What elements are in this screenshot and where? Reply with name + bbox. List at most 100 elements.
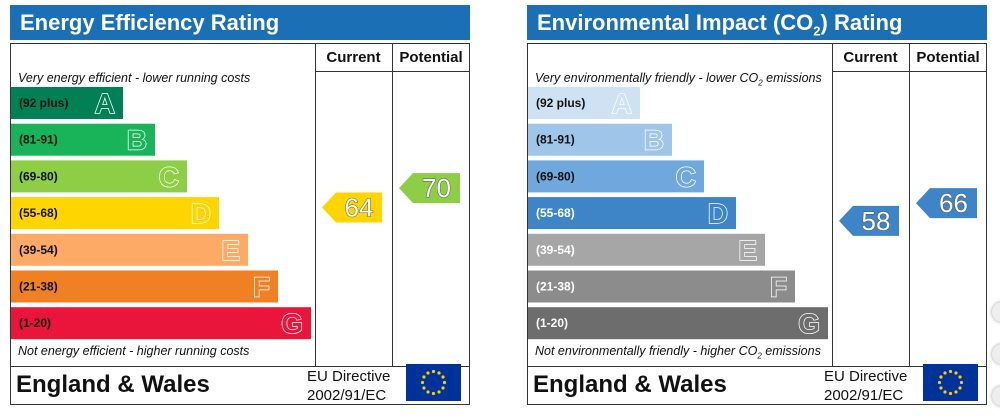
eu-flag-icon	[923, 364, 978, 401]
eu-flag-icon	[406, 364, 461, 401]
flag-star	[937, 380, 942, 385]
divider	[315, 43, 316, 366]
band-letter-label: E	[221, 235, 240, 266]
band-bar-a	[11, 87, 123, 119]
divider	[315, 71, 470, 72]
bottom-note: Not energy efficient - higher running co…	[18, 344, 250, 358]
band-bar-e	[11, 233, 248, 266]
energy-efficiency-panel: Energy Efficiency Rating Current Potenti…	[10, 5, 470, 410]
top-note: Very energy efficient - lower running co…	[18, 71, 251, 85]
footer-directive: EU Directive 2002/91/EC	[824, 367, 907, 405]
band-range-label: (69-80)	[19, 169, 58, 183]
current-column-header: Current	[843, 49, 898, 66]
divider	[909, 43, 910, 366]
band-letter-label: D	[191, 198, 211, 229]
flag-star	[948, 369, 953, 374]
flag-star	[939, 375, 943, 379]
band-letter-label: G	[798, 308, 820, 339]
divider	[10, 366, 470, 367]
band-bar-c	[11, 160, 187, 193]
band-letter-label: C	[159, 161, 179, 192]
flag-star	[422, 375, 426, 379]
band-range-label: (21-38)	[536, 280, 575, 294]
band-letter-label: F	[770, 272, 787, 303]
band-range-label: (81-91)	[19, 133, 58, 147]
band-range-label: (81-91)	[536, 133, 575, 147]
flag-star	[431, 391, 436, 396]
flag-star	[437, 371, 441, 375]
divider	[832, 71, 987, 72]
flag-star	[948, 391, 953, 396]
flag-star	[441, 375, 445, 379]
band-range-label: (55-68)	[536, 206, 575, 220]
band-letter-label: F	[253, 272, 270, 303]
flag-star	[437, 390, 441, 394]
current-rating-value: 64	[345, 193, 374, 223]
band-range-label: (21-38)	[19, 280, 58, 294]
band-bar-d	[528, 197, 736, 230]
flag-star	[426, 371, 430, 375]
flag-star	[426, 390, 430, 394]
band-range-label: (1-20)	[536, 316, 568, 330]
band-bar-b	[528, 123, 672, 156]
band-range-label: (55-68)	[19, 206, 58, 220]
band-bar-g	[528, 307, 828, 340]
potential-rating-arrow	[916, 188, 977, 219]
flag-star	[420, 380, 425, 385]
flag-star	[959, 380, 964, 385]
band-bar-b	[11, 123, 155, 156]
band-bar-f	[11, 270, 278, 303]
band-bar-c	[528, 160, 704, 193]
footer-directive: EU Directive 2002/91/EC	[307, 367, 390, 405]
scroll-arrow-icon[interactable]	[992, 344, 1000, 364]
flag-star	[943, 390, 947, 394]
band-bar-a	[528, 87, 640, 119]
chart-title: Energy Efficiency Rating	[10, 5, 470, 40]
flag-star	[431, 369, 436, 374]
environmental-impact-panel: Environmental Impact (CO2) Rating Curren…	[527, 5, 987, 410]
band-letter-label: D	[708, 198, 728, 229]
band-range-label: (92 plus)	[19, 96, 68, 110]
band-letter-label: B	[127, 125, 147, 156]
rating-bars: (92 plus) A (81-91) B (69-80) C (55-68) D (39-54…	[528, 87, 977, 340]
current-rating-value: 58	[862, 206, 891, 236]
flag-star	[958, 386, 962, 390]
band-letter-label: A	[95, 88, 115, 119]
band-letter-label: C	[676, 161, 696, 192]
current-column-header: Current	[326, 49, 381, 66]
divider	[527, 366, 987, 367]
scroll-arrow-icon[interactable]	[992, 302, 1000, 322]
band-letter-label: B	[644, 125, 664, 156]
chart-frame	[10, 43, 470, 405]
scroll-arrow-icon[interactable]	[992, 386, 1000, 406]
band-letter-label: E	[738, 235, 757, 266]
chart-frame	[527, 43, 987, 405]
band-range-label: (39-54)	[19, 243, 58, 257]
band-letter-label: G	[281, 308, 303, 339]
band-range-label: (69-80)	[536, 169, 575, 183]
chart-title: Environmental Impact (CO2) Rating	[527, 5, 987, 40]
bottom-note: Not environmentally friendly - higher CO…	[535, 344, 821, 361]
potential-rating-arrow	[399, 173, 460, 204]
divider	[832, 43, 833, 366]
directive-line: 2002/91/EC	[307, 387, 387, 404]
band-letter-label: A	[612, 88, 632, 119]
band-bar-d	[11, 197, 219, 230]
divider	[392, 43, 393, 366]
flag-star	[958, 375, 962, 379]
flag-star	[939, 386, 943, 390]
footer-region: England & Wales	[533, 371, 727, 398]
flag-star	[954, 390, 958, 394]
current-rating-arrow	[839, 205, 899, 236]
potential-column-header: Potential	[399, 49, 463, 66]
current-rating-arrow	[322, 192, 382, 223]
flag-star	[441, 386, 445, 390]
directive-line: EU Directive	[307, 368, 391, 385]
band-bar-g	[11, 307, 311, 340]
band-range-label: (1-20)	[19, 316, 51, 330]
flag-star	[943, 371, 947, 375]
potential-column-header: Potential	[916, 49, 980, 66]
flag-star	[954, 371, 958, 375]
band-bar-e	[528, 233, 765, 266]
top-note: Very environmentally friendly - lower CO…	[535, 71, 822, 88]
